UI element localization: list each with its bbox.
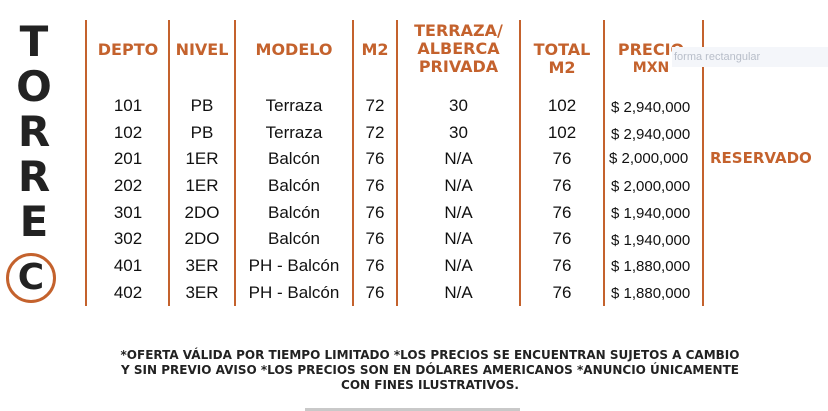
cell-total: 76 bbox=[552, 283, 572, 302]
cell-precio: $ 1,880,000 bbox=[611, 258, 691, 275]
cell-precio: $ 1,880,000 bbox=[611, 285, 691, 302]
header-precio-line: PRECIO bbox=[617, 40, 685, 59]
cell-nivel: 3ER bbox=[185, 256, 219, 275]
cell-terraza: 30 bbox=[449, 96, 468, 115]
cell-modelo: Balcón bbox=[268, 229, 320, 248]
header-modelo: MODELO bbox=[255, 40, 333, 59]
cell-total: 76 bbox=[552, 149, 572, 168]
cell-terraza: N/A bbox=[444, 229, 473, 248]
cell-depto: 102 bbox=[113, 123, 143, 142]
cell-total: 76 bbox=[552, 229, 572, 248]
cell-depto: 402 bbox=[113, 283, 143, 302]
header-terraza-line: PRIVADA bbox=[418, 57, 499, 76]
bottom-divider bbox=[305, 408, 520, 411]
cell-nivel: 2DO bbox=[184, 203, 220, 222]
cell-terraza: N/A bbox=[444, 149, 473, 168]
cell-m2: 76 bbox=[365, 256, 385, 275]
header-precio-line: MXN bbox=[632, 60, 670, 76]
tower-circle-badge: C bbox=[6, 253, 56, 303]
column-divider bbox=[702, 20, 704, 306]
cell-modelo: Balcón bbox=[268, 203, 320, 222]
cell-total: 102 bbox=[547, 123, 577, 142]
cell-terraza: 30 bbox=[449, 123, 468, 142]
cell-m2: 76 bbox=[365, 176, 385, 195]
tower-letter: E bbox=[19, 197, 49, 246]
cell-depto: 202 bbox=[113, 176, 143, 195]
header-nivel: NIVEL bbox=[175, 40, 229, 59]
cell-m2: 72 bbox=[365, 96, 385, 115]
cell-total: 76 bbox=[552, 256, 572, 275]
column-divider bbox=[234, 20, 236, 306]
cell-precio: $ 2,940,000 bbox=[611, 126, 691, 143]
disclaimer-line: *OFERTA VÁLIDA POR TIEMPO LIMITADO *LOS … bbox=[120, 348, 740, 362]
cell-m2: 76 bbox=[365, 283, 385, 302]
cell-nivel: PB bbox=[190, 96, 214, 115]
cell-terraza: N/A bbox=[444, 176, 473, 195]
cell-terraza: N/A bbox=[444, 203, 473, 222]
column-divider bbox=[519, 20, 521, 306]
header-terraza-line: ALBERCA bbox=[417, 39, 500, 58]
header-depto: DEPTO bbox=[97, 40, 159, 59]
header-total-line: M2 bbox=[548, 58, 576, 77]
cell-depto: 401 bbox=[113, 256, 143, 275]
cell-modelo: Terraza bbox=[265, 123, 323, 142]
cell-m2: 76 bbox=[365, 149, 385, 168]
header-terraza: TERRAZA/ ALBERCA PRIVADA bbox=[398, 22, 519, 76]
header-total: TOTAL M2 bbox=[521, 41, 603, 77]
cell-modelo: Balcón bbox=[268, 149, 320, 168]
cell-depto: 302 bbox=[113, 229, 143, 248]
cell-precio: $ 1,940,000 bbox=[611, 205, 691, 222]
header-precio: PRECIO MXN bbox=[605, 41, 697, 77]
cell-total: 102 bbox=[547, 96, 577, 115]
disclaimer-text: *OFERTA VÁLIDA POR TIEMPO LIMITADO *LOS … bbox=[60, 348, 800, 393]
disclaimer-line: Y SIN PREVIO AVISO *LOS PRECIOS SON EN D… bbox=[121, 363, 739, 377]
cell-total: 76 bbox=[552, 203, 572, 222]
column-divider bbox=[85, 20, 87, 306]
cell-depto: 101 bbox=[113, 96, 143, 115]
reserved-badge: RESERVADO bbox=[710, 149, 812, 167]
disclaimer-line: CON FINES ILUSTRATIVOS. bbox=[341, 378, 519, 392]
cell-modelo: Balcón bbox=[268, 176, 320, 195]
cell-total: 76 bbox=[552, 176, 572, 195]
cell-precio: $ 2,000,000 bbox=[611, 178, 691, 195]
tower-letter: R bbox=[17, 107, 51, 156]
cell-terraza: N/A bbox=[444, 256, 473, 275]
cell-depto: 201 bbox=[113, 149, 143, 168]
tower-circle-letter: C bbox=[17, 257, 45, 298]
cell-modelo: PH - Balcón bbox=[248, 283, 340, 302]
cell-precio: $ 1,940,000 bbox=[611, 232, 691, 249]
cell-precio: $ 2,000,000 bbox=[609, 150, 689, 167]
column-divider bbox=[168, 20, 170, 306]
placeholder-overlay: forma rectangular bbox=[672, 47, 828, 67]
header-total-line: TOTAL bbox=[533, 40, 591, 59]
cell-nivel: 1ER bbox=[185, 176, 219, 195]
cell-nivel: PB bbox=[190, 123, 214, 142]
column-divider bbox=[396, 20, 398, 306]
tower-letter: O bbox=[16, 62, 52, 111]
cell-modelo: PH - Balcón bbox=[248, 256, 340, 275]
header-m2: M2 bbox=[361, 40, 389, 59]
cell-m2: 76 bbox=[365, 229, 385, 248]
tower-letter: T bbox=[19, 17, 49, 66]
cell-depto: 301 bbox=[113, 203, 143, 222]
cell-modelo: Terraza bbox=[265, 96, 323, 115]
column-divider bbox=[352, 20, 354, 306]
column-divider bbox=[603, 20, 605, 306]
cell-m2: 76 bbox=[365, 203, 385, 222]
cell-nivel: 3ER bbox=[185, 283, 219, 302]
cell-m2: 72 bbox=[365, 123, 385, 142]
cell-nivel: 1ER bbox=[185, 149, 219, 168]
cell-nivel: 2DO bbox=[184, 229, 220, 248]
header-terraza-line: TERRAZA/ bbox=[414, 21, 503, 40]
tower-letter: R bbox=[17, 152, 51, 201]
cell-terraza: N/A bbox=[444, 283, 473, 302]
cell-precio: $ 2,940,000 bbox=[611, 99, 691, 116]
